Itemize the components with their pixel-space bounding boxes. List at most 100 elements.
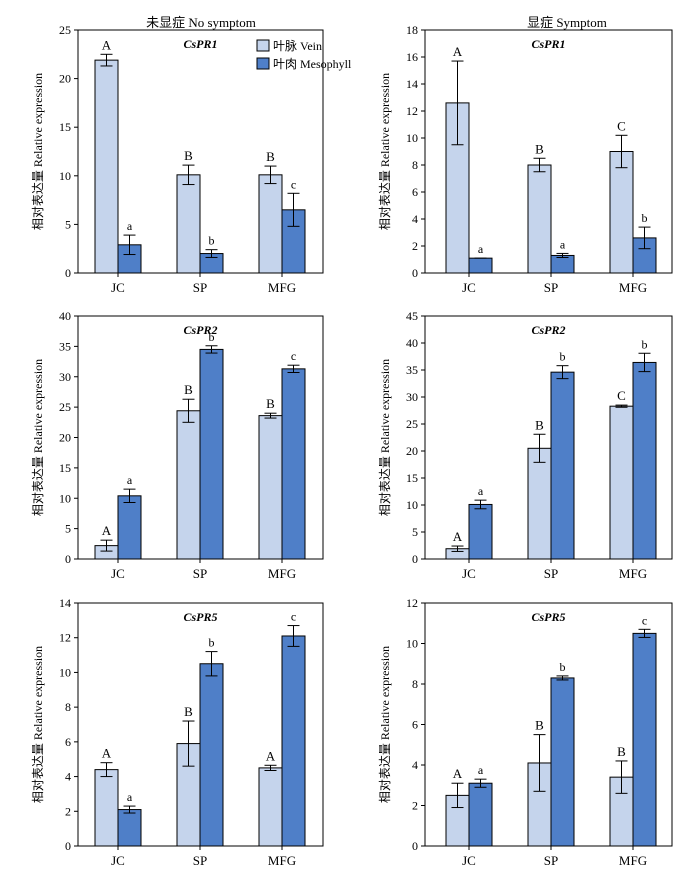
bar-vein [609,151,634,274]
y-tick-label: 25 [406,417,418,431]
bar-mesophyll [117,495,142,560]
x-tick-label: JC [111,280,125,295]
y-tick-label: 12 [406,596,418,610]
y-tick-label: 14 [406,77,418,91]
y-tick-label: 5 [65,522,71,536]
significance-letter: a [127,790,133,804]
significance-letter: B [184,704,193,719]
y-tick-label: 30 [406,390,418,404]
x-tick-label: MFG [619,280,647,295]
x-tick-label: SP [193,853,207,868]
significance-letter: A [102,746,112,761]
legend-swatch-vein [256,39,270,52]
significance-letter: B [617,744,626,759]
bar-mesophyll [632,632,657,847]
significance-letter: a [127,473,133,487]
significance-letter: A [266,748,276,763]
significance-letter: a [127,219,133,233]
y-tick-label: 6 [65,735,71,749]
significance-letter: b [642,337,648,351]
y-axis-label: 相对表达量 Relative expression [31,73,45,230]
gene-title: CsPR1 [183,37,217,51]
significance-letter: A [453,766,463,781]
bar-vein [258,174,283,274]
y-tick-label: 6 [412,718,418,732]
legend: 叶脉 Vein 叶肉 Mesophyll [256,38,352,71]
y-tick-label: 10 [59,665,71,679]
bar-vein [176,174,201,274]
y-tick-label: 4 [65,770,71,784]
chart-panel-1: 0 5 10 15 20 25 相对表达量 Relative expression CsPR1… [31,23,324,295]
bar-mesophyll [117,809,142,847]
x-tick-label: MFG [619,566,647,581]
bar-mesophyll [199,348,224,560]
gene-title: CsPR5 [531,610,565,624]
y-tick-label: 0 [412,839,418,853]
chart-panel-2: 0 2 4 6 8 10 12 14 16 18 相对表达量 Relative expression… [378,23,673,295]
significance-letter: B [535,141,544,156]
significance-letter: A [453,44,463,59]
significance-letter: b [642,211,648,225]
y-tick-label: 30 [59,370,71,384]
legend-label-vein: 叶脉 Vein [273,38,322,53]
y-tick-label: 12 [406,104,418,118]
y-tick-label: 5 [412,525,418,539]
y-tick-label: 35 [59,339,71,353]
y-tick-label: 10 [59,169,71,183]
significance-letter: A [102,523,112,538]
significance-letter: b [560,660,566,674]
column-title-left: 未显症 No symptom [146,15,256,30]
bar-mesophyll [281,635,306,847]
significance-letter: a [478,242,484,256]
y-axis-label: 相对表达量 Relative expression [378,73,392,230]
bar-mesophyll [468,782,493,847]
x-tick-label: SP [193,566,207,581]
x-tick-label: SP [544,280,558,295]
significance-letter: c [642,613,647,627]
y-tick-label: 6 [412,185,418,199]
bar-mesophyll [281,368,306,560]
significance-letter: B [184,382,193,397]
y-tick-label: 4 [412,212,418,226]
bar-vein [258,767,283,847]
gene-title: CsPR2 [531,323,565,337]
significance-letter: A [102,37,112,52]
y-axis-label: 相对表达量 Relative expression [31,359,45,516]
gene-title: CsPR1 [531,37,565,51]
y-tick-label: 5 [65,217,71,231]
bar-vein [94,769,119,847]
bar-mesophyll [550,254,575,274]
column-title-right: 显症 Symptom [527,15,607,30]
x-tick-label: MFG [268,280,296,295]
y-tick-label: 2 [65,804,71,818]
y-tick-label: 20 [59,431,71,445]
significance-letter: c [291,349,296,363]
x-tick-label: MFG [268,853,296,868]
gene-title: CsPR2 [183,323,217,337]
significance-letter: a [478,484,484,498]
significance-letter: a [560,237,566,251]
y-tick-label: 8 [65,700,71,714]
bar-vein [527,164,552,274]
y-tick-label: 8 [412,158,418,172]
bar-mesophyll [199,663,224,847]
bar-mesophyll [632,361,657,560]
y-tick-label: 25 [59,23,71,37]
y-tick-label: 10 [406,637,418,651]
y-tick-label: 18 [406,23,418,37]
y-tick-label: 25 [59,400,71,414]
significance-letter: b [209,330,215,344]
gene-title: CsPR5 [183,610,217,624]
bar-vein [609,405,634,560]
significance-letter: c [291,177,296,191]
significance-letter: c [291,610,296,624]
bar-vein [258,415,283,560]
y-tick-label: 2 [412,239,418,253]
y-tick-label: 0 [65,266,71,280]
y-tick-label: 40 [59,309,71,323]
x-tick-label: SP [193,280,207,295]
significance-letter: b [209,234,215,248]
legend-swatch-mesophyll [256,57,270,70]
x-tick-label: JC [462,280,476,295]
